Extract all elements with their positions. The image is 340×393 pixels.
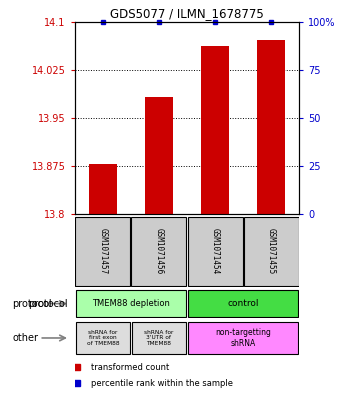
Text: protocol: protocol (28, 299, 68, 309)
Bar (75, 217, 130, 286)
Bar (257, 40, 285, 214)
Text: GSM1071454: GSM1071454 (210, 228, 220, 275)
Bar (132, 217, 186, 286)
Bar (244, 217, 299, 286)
Text: GSM1071456: GSM1071456 (154, 228, 164, 275)
Bar (89, 164, 117, 214)
Text: shRNA for
3'UTR of
TMEM88: shRNA for 3'UTR of TMEM88 (144, 330, 174, 346)
Text: control: control (227, 299, 259, 308)
Bar (76, 322, 130, 354)
Bar (145, 97, 173, 214)
Bar (188, 322, 298, 354)
Bar (76, 290, 186, 317)
Text: other: other (13, 333, 39, 343)
Bar (188, 217, 242, 286)
Text: GSM1071455: GSM1071455 (267, 228, 276, 275)
Text: non-targetting
shRNA: non-targetting shRNA (215, 328, 271, 348)
Text: protocol: protocol (12, 299, 52, 309)
Text: shRNA for
first exon
of TMEM88: shRNA for first exon of TMEM88 (87, 330, 119, 346)
Bar (132, 322, 186, 354)
Text: TMEM88 depletion: TMEM88 depletion (92, 299, 170, 308)
Text: GSM1071457: GSM1071457 (98, 228, 107, 275)
Text: percentile rank within the sample: percentile rank within the sample (90, 379, 233, 387)
Text: transformed count: transformed count (90, 363, 169, 372)
Bar (188, 290, 298, 317)
Bar (201, 46, 229, 214)
Title: GDS5077 / ILMN_1678775: GDS5077 / ILMN_1678775 (110, 7, 264, 20)
